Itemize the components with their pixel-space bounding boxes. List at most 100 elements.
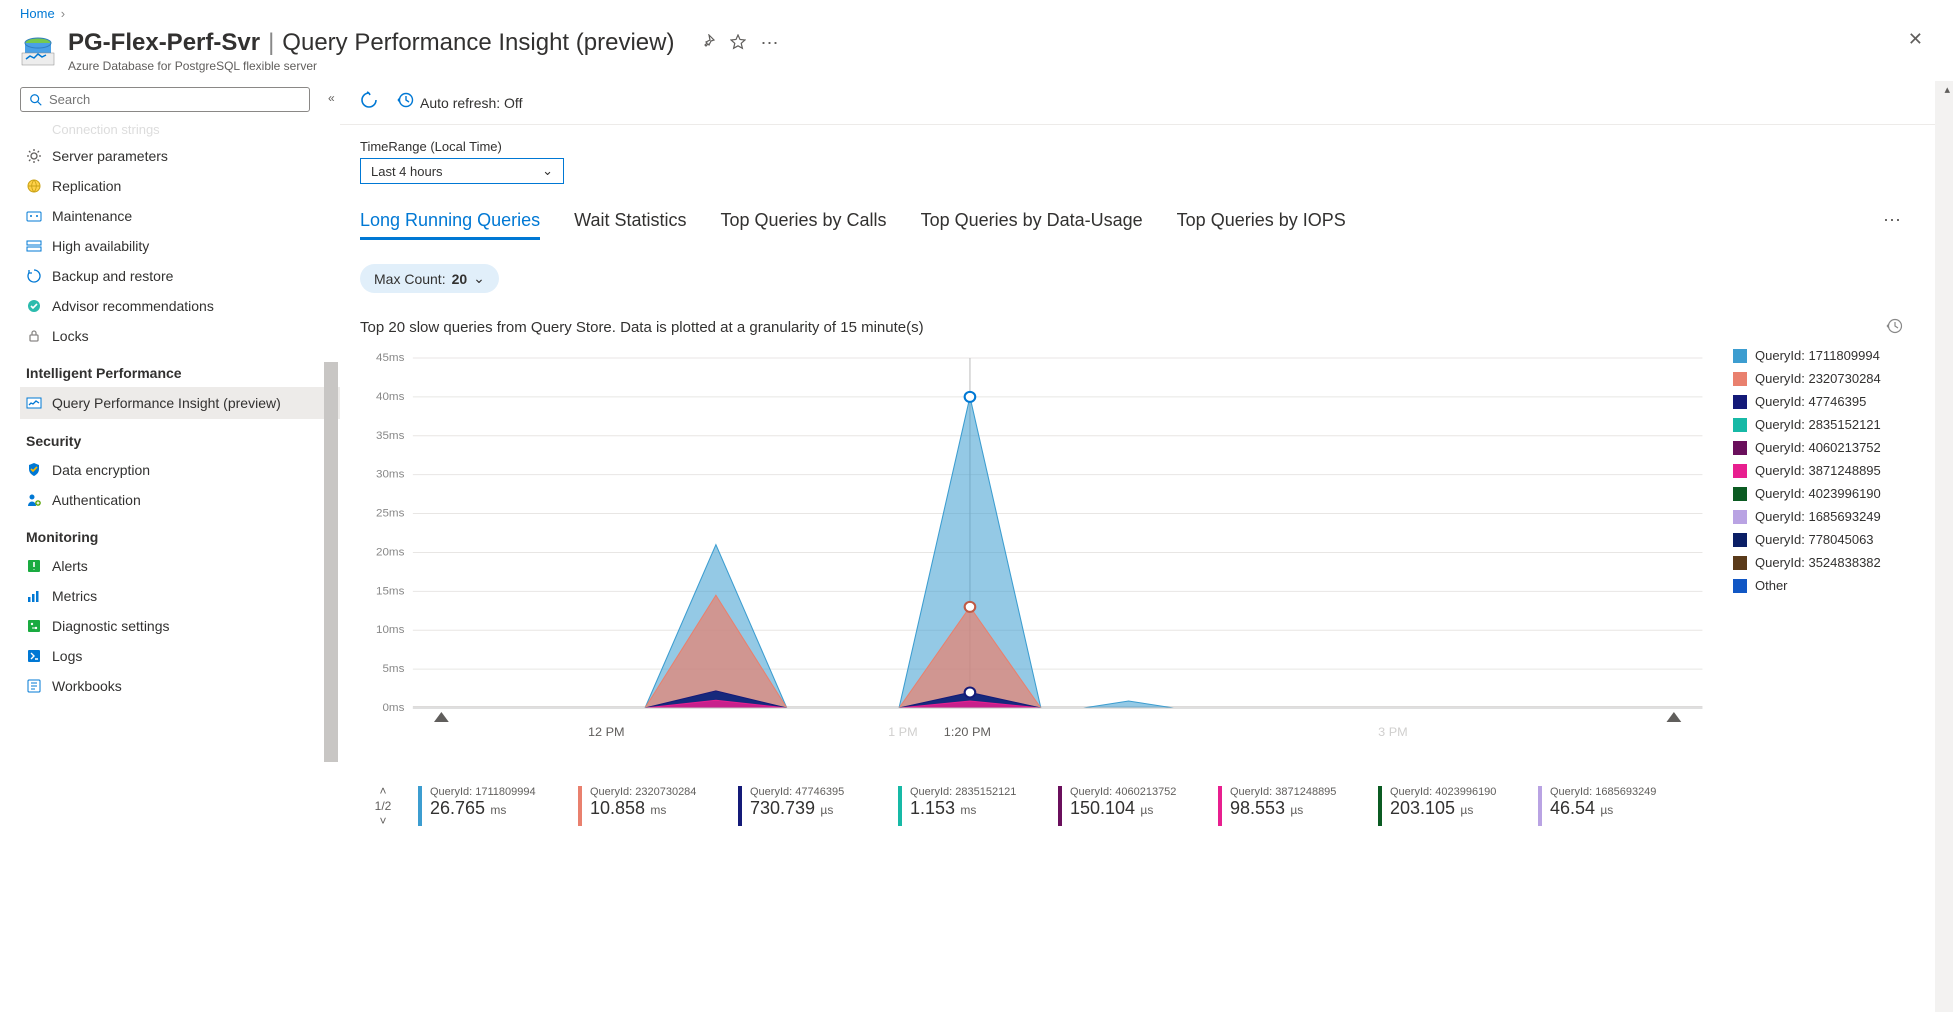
legend-item[interactable]: QueryId: 4023996190 — [1733, 486, 1933, 501]
main-scrollbar[interactable]: ▴ — [1935, 81, 1953, 1012]
sidebar-item-metrics[interactable]: Metrics — [20, 581, 340, 611]
footer-card-unit: µs — [1597, 803, 1613, 817]
sidebar-item-label: Server parameters — [52, 148, 168, 164]
legend-item[interactable]: QueryId: 47746395 — [1733, 394, 1933, 409]
legend-item[interactable]: QueryId: 3871248895 — [1733, 463, 1933, 478]
svg-text:0ms: 0ms — [382, 702, 404, 714]
footer-card-label: QueryId: 4060213752 — [1070, 786, 1176, 798]
footer-card-unit: µs — [1137, 803, 1153, 817]
footer-card[interactable]: QueryId: 4060213752150.104 µs — [1046, 782, 1206, 830]
legend-swatch-icon — [1733, 556, 1747, 570]
footer-card-bar-icon — [1058, 786, 1062, 826]
breadcrumb-home[interactable]: Home — [20, 6, 55, 21]
max-count-pill[interactable]: Max Count: 20 ⌄ — [360, 264, 499, 293]
svg-text:5ms: 5ms — [382, 663, 404, 675]
chart-legend: QueryId: 1711809994 QueryId: 2320730284 Qu… — [1713, 348, 1933, 778]
history-icon[interactable] — [396, 91, 414, 114]
footer-card-value: 26.765 — [430, 798, 485, 818]
sidebar-item-workbooks[interactable]: Workbooks — [20, 671, 340, 701]
shield-icon — [26, 462, 42, 478]
sidebar-item-label: Replication — [52, 178, 121, 194]
svg-text:3 PM: 3 PM — [1378, 725, 1408, 739]
chart-area[interactable]: 0ms5ms10ms15ms20ms25ms30ms35ms40ms45ms12… — [360, 348, 1713, 778]
footer-card[interactable]: QueryId: 28351521211.153 ms — [886, 782, 1046, 830]
chevron-down-icon: ⌄ — [473, 270, 485, 287]
legend-item[interactable]: QueryId: 778045063 — [1733, 532, 1933, 547]
sidebar-item-label: Authentication — [52, 492, 141, 508]
footer-card[interactable]: QueryId: 171180999426.765 ms — [406, 782, 566, 830]
person-icon — [26, 492, 42, 508]
sidebar-section-monitoring: Monitoring — [20, 515, 340, 551]
pager-value: 1/2 — [375, 799, 392, 813]
advisor-icon — [26, 298, 42, 314]
tab-long-running-queries[interactable]: Long Running Queries — [360, 210, 540, 240]
sidebar-item-alerts[interactable]: Alerts — [20, 551, 340, 581]
sidebar-item-query-performance-insight[interactable]: Query Performance Insight (preview) — [20, 387, 340, 419]
legend-item[interactable]: QueryId: 4060213752 — [1733, 440, 1933, 455]
sidebar-item-label: Advisor recommendations — [52, 298, 214, 314]
legend-item[interactable]: QueryId: 2320730284 — [1733, 371, 1933, 386]
chevron-down-icon[interactable]: ˅ — [379, 814, 386, 828]
sidebar-item-advisor-recommendations[interactable]: Advisor recommendations — [20, 291, 340, 321]
legend-item[interactable]: QueryId: 1711809994 — [1733, 348, 1933, 363]
footer-card[interactable]: QueryId: 47746395730.739 µs — [726, 782, 886, 830]
tab-more-icon[interactable]: ⋯ — [1883, 210, 1903, 240]
close-icon[interactable]: ✕ — [1908, 29, 1923, 50]
footer-card-unit: ms — [647, 803, 666, 817]
tab-top-queries-by-iops[interactable]: Top Queries by IOPS — [1177, 210, 1346, 240]
alert-icon — [26, 558, 42, 574]
legend-label: QueryId: 3524838382 — [1755, 555, 1881, 570]
main-content: ▴ Auto refresh: Off TimeRange (Local Tim… — [340, 81, 1953, 1012]
tab-top-queries-by-data-usage[interactable]: Top Queries by Data-Usage — [921, 210, 1143, 240]
legend-item[interactable]: QueryId: 3524838382 — [1733, 555, 1933, 570]
globe-icon — [26, 178, 42, 194]
footer-card[interactable]: QueryId: 387124889598.553 µs — [1206, 782, 1366, 830]
legend-swatch-icon — [1733, 464, 1747, 478]
pin-icon[interactable] — [700, 34, 716, 53]
legend-label: QueryId: 4023996190 — [1755, 486, 1881, 501]
sidebar-item-server-parameters[interactable]: Server parameters — [20, 141, 340, 171]
footer-card-label: QueryId: 3871248895 — [1230, 786, 1336, 798]
tab-wait-statistics[interactable]: Wait Statistics — [574, 210, 686, 240]
footer-card-value: 150.104 — [1070, 798, 1135, 818]
search-box[interactable] — [20, 87, 310, 112]
sidebar-item-high-availability[interactable]: High availability — [20, 231, 340, 261]
logs-icon — [26, 648, 42, 664]
sidebar-item-diagnostic-settings[interactable]: Diagnostic settings — [20, 611, 340, 641]
footer-card[interactable]: QueryId: 168569324946.54 µs — [1526, 782, 1686, 830]
sidebar-item-locks[interactable]: Locks — [20, 321, 340, 351]
legend-item[interactable]: QueryId: 2835152121 — [1733, 417, 1933, 432]
svg-text:20ms: 20ms — [376, 547, 405, 559]
sidebar-item-authentication[interactable]: Authentication — [20, 485, 340, 515]
sidebar-item-data-encryption[interactable]: Data encryption — [20, 455, 340, 485]
tab-top-queries-by-calls[interactable]: Top Queries by Calls — [720, 210, 886, 240]
chart-history-icon[interactable] — [1885, 317, 1903, 338]
footer-card-bar-icon — [578, 786, 582, 826]
legend-swatch-icon — [1733, 349, 1747, 363]
sidebar-item-truncated[interactable]: Connection strings — [20, 122, 340, 141]
scroll-up-icon[interactable]: ▴ — [1944, 83, 1950, 96]
footer-card[interactable]: QueryId: 232073028410.858 ms — [566, 782, 726, 830]
svg-text:30ms: 30ms — [376, 469, 405, 481]
sidebar-scrollbar[interactable] — [324, 122, 338, 1007]
sidebar-item-replication[interactable]: Replication — [20, 171, 340, 201]
auto-refresh-label[interactable]: Auto refresh: Off — [420, 95, 522, 111]
sidebar-item-label: Logs — [52, 648, 82, 664]
sidebar-item-maintenance[interactable]: Maintenance — [20, 201, 340, 231]
refresh-icon[interactable] — [360, 91, 378, 114]
sidebar-item-logs[interactable]: Logs — [20, 641, 340, 671]
star-icon[interactable] — [730, 34, 746, 53]
legend-item[interactable]: QueryId: 1685693249 — [1733, 509, 1933, 524]
chevron-up-icon[interactable]: ˄ — [379, 784, 386, 798]
more-icon[interactable]: ⋯ — [760, 33, 780, 54]
footer-card[interactable]: QueryId: 4023996190203.105 µs — [1366, 782, 1526, 830]
footer-pager[interactable]: ˄ 1/2 ˅ — [360, 782, 406, 830]
svg-text:1 PM: 1 PM — [888, 725, 918, 739]
sidebar-item-backup-and-restore[interactable]: Backup and restore — [20, 261, 340, 291]
ha-icon — [26, 238, 42, 254]
collapse-sidebar-icon[interactable]: « — [328, 91, 335, 105]
legend-item[interactable]: Other — [1733, 578, 1933, 593]
footer-card-bar-icon — [898, 786, 902, 826]
timerange-dropdown[interactable]: Last 4 hours ⌄ — [360, 158, 564, 184]
search-input[interactable] — [49, 92, 301, 107]
